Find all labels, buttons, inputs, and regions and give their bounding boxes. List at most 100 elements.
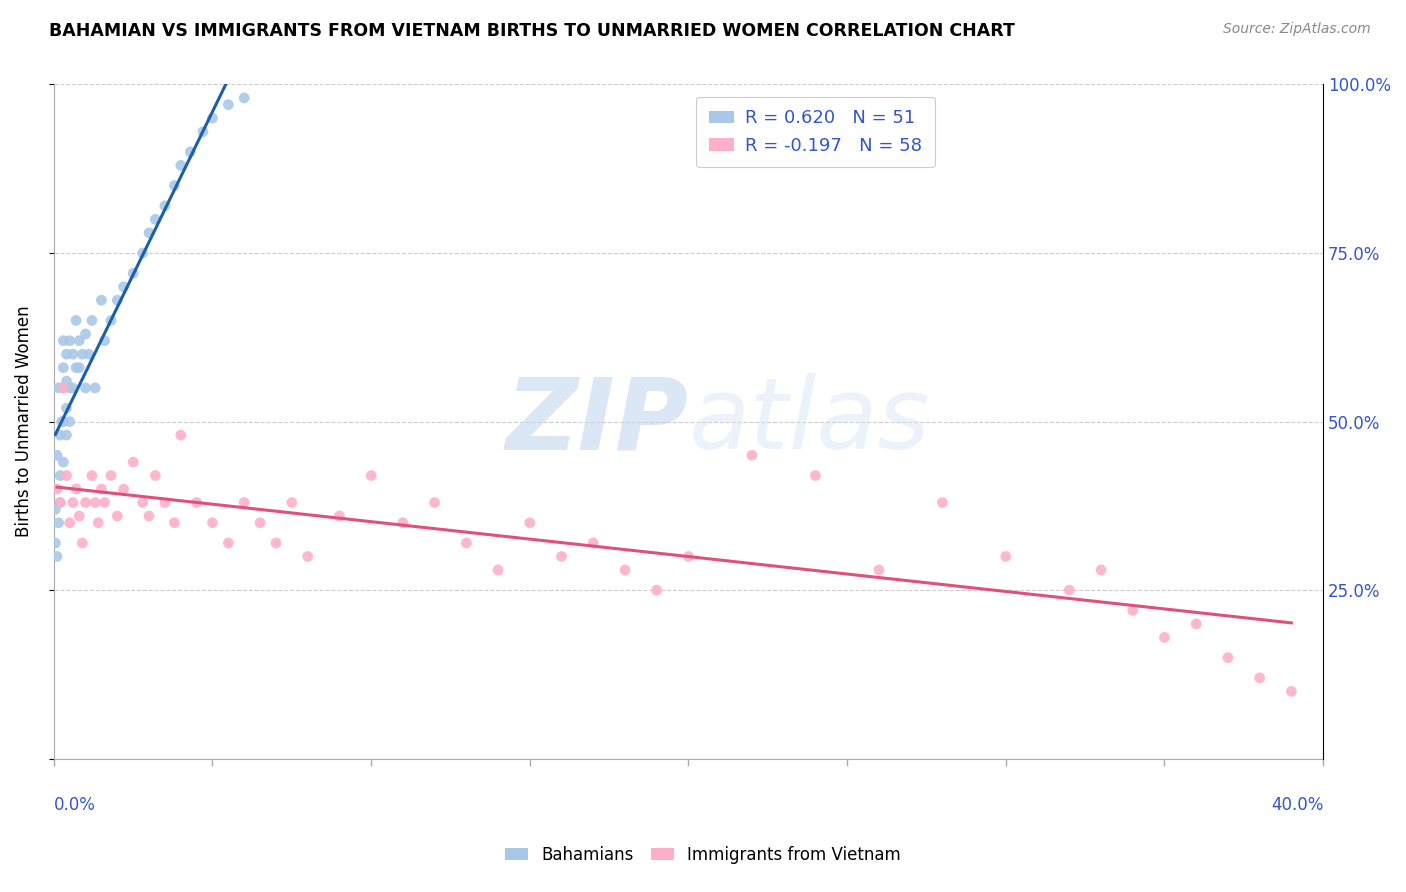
Point [59,415,82,429]
Point [87,516,110,530]
Point [1216,650,1239,665]
Point [1059,583,1081,598]
Point [931,495,953,509]
Point [614,563,637,577]
Point [112,279,135,293]
Point [423,495,446,509]
Point [52,415,75,429]
Point [191,125,214,139]
Point [145,212,167,227]
Point [100,313,122,327]
Point [72,536,94,550]
Point [65,313,87,327]
Text: 40.0%: 40.0% [1271,796,1323,814]
Point [59,381,82,395]
Point [645,583,668,598]
Point [804,468,827,483]
Point [67,334,90,348]
Point [62,495,84,509]
Point [249,516,271,530]
Point [55,428,77,442]
Point [138,508,160,523]
Point [90,482,112,496]
Point [46,549,69,564]
Point [65,482,87,496]
Legend: Bahamians, Immigrants from Vietnam: Bahamians, Immigrants from Vietnam [498,839,908,871]
Point [1153,631,1175,645]
Point [52,381,75,395]
Point [1090,563,1112,577]
Point [55,374,77,388]
Point [44,502,66,516]
Text: 0.0%: 0.0% [53,796,96,814]
Point [75,495,97,509]
Point [163,516,186,530]
Point [186,495,208,509]
Point [80,468,103,483]
Point [868,563,890,577]
Point [1249,671,1271,685]
Point [153,199,176,213]
Point [55,401,77,416]
Point [131,246,153,260]
Point [65,360,87,375]
Point [52,334,75,348]
Point [122,455,145,469]
Point [100,468,122,483]
Point [55,347,77,361]
Point [678,549,700,564]
Point [52,455,75,469]
Point [46,448,69,462]
Point [297,549,319,564]
Point [49,495,72,509]
Point [233,91,256,105]
Point [67,360,90,375]
Point [138,226,160,240]
Point [179,145,201,159]
Point [72,347,94,361]
Point [163,178,186,193]
Point [90,293,112,308]
Point [62,381,84,395]
Point [360,468,382,483]
Point [217,97,239,112]
Point [49,468,72,483]
Point [59,334,82,348]
Point [80,313,103,327]
Point [59,516,82,530]
Point [52,381,75,395]
Point [49,428,72,442]
Point [1122,603,1144,617]
Point [52,360,75,375]
Text: atlas: atlas [689,373,931,470]
Point [112,482,135,496]
Point [105,293,128,308]
Point [264,536,287,550]
Point [67,508,90,523]
Point [48,516,70,530]
Point [741,448,763,462]
Point [55,468,77,483]
Point [93,495,115,509]
Point [75,326,97,341]
Point [153,495,176,509]
Point [456,536,478,550]
Point [122,266,145,280]
Point [550,549,572,564]
Point [51,415,73,429]
Point [1185,616,1208,631]
Point [201,516,224,530]
Point [1279,684,1302,698]
Point [48,381,70,395]
Point [62,347,84,361]
Legend: R = 0.620   N = 51, R = -0.197   N = 58: R = 0.620 N = 51, R = -0.197 N = 58 [696,97,935,167]
Point [75,381,97,395]
Point [77,347,100,361]
Point [201,111,224,125]
Point [145,468,167,483]
Point [44,536,66,550]
Point [328,508,350,523]
Point [170,158,193,172]
Point [994,549,1017,564]
Text: ZIP: ZIP [506,373,689,470]
